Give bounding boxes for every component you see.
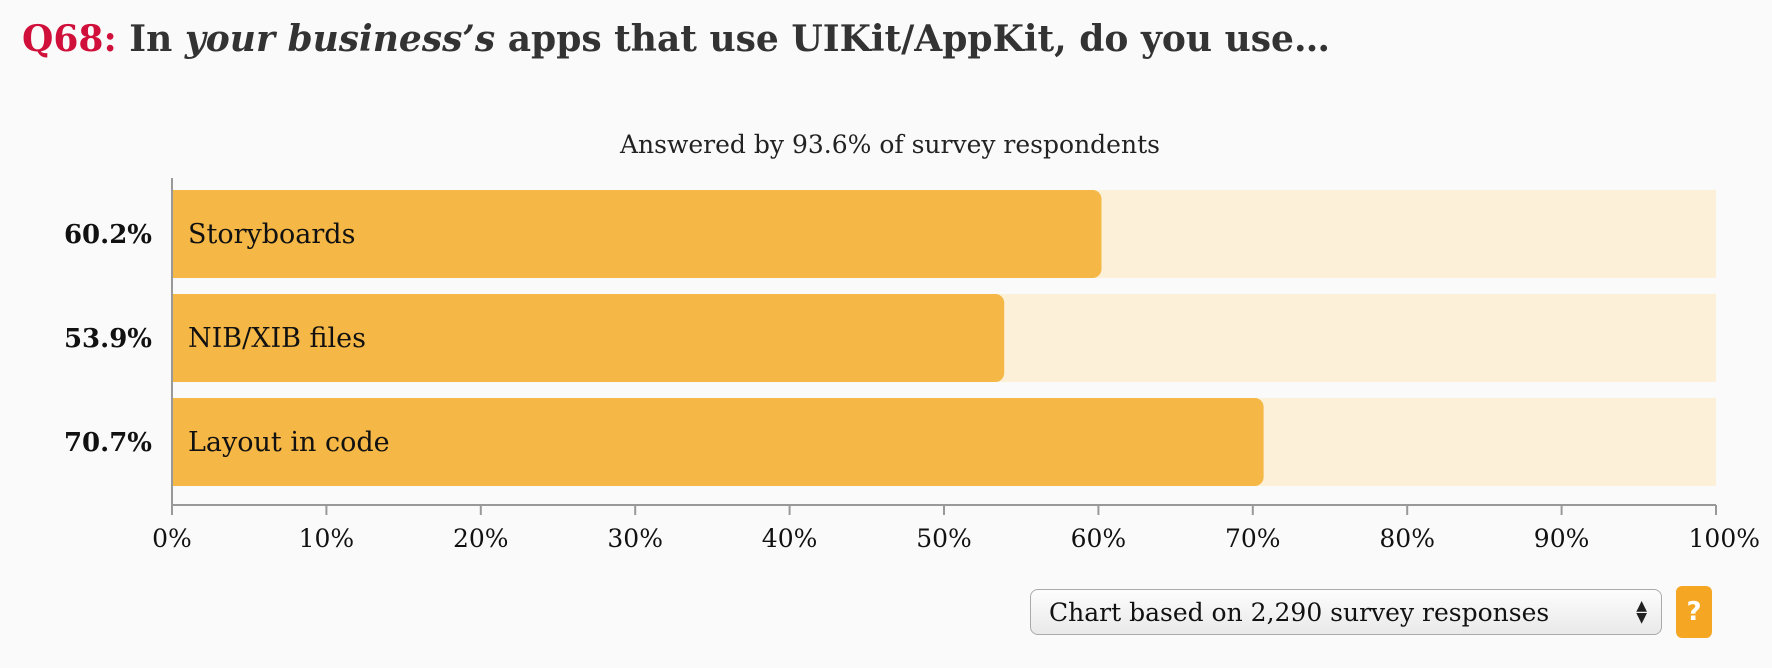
page-title: Q68: In your business’s apps that use UI…: [22, 18, 1330, 60]
select-arrows-icon: ▲ ▼: [1636, 598, 1647, 626]
x-tick-label: 70%: [1225, 524, 1281, 553]
x-tick-label: 50%: [916, 524, 972, 553]
bar-value-label: 53.9%: [64, 324, 152, 354]
bar-left-square: [172, 294, 192, 382]
bar: [172, 190, 1102, 278]
x-tick-label: 100%: [1689, 524, 1760, 553]
question-number: Q68:: [22, 18, 117, 60]
bar-left-square: [172, 398, 192, 486]
x-tick-label: 40%: [762, 524, 818, 553]
help-button[interactable]: ?: [1676, 586, 1712, 638]
x-tick-label: 20%: [453, 524, 509, 553]
bar: [172, 398, 1264, 486]
x-tick-label: 10%: [299, 524, 355, 553]
x-tick-label: 80%: [1379, 524, 1435, 553]
bar: [172, 294, 1005, 382]
responses-select[interactable]: Chart based on 2,290 survey responses ▲ ▼: [1030, 589, 1662, 635]
bar-value-label: 70.7%: [64, 428, 152, 458]
bar-value-label: 60.2%: [64, 220, 152, 250]
x-tick-label: 90%: [1534, 524, 1590, 553]
title-post: apps that use UIKit/AppKit, do you use…: [495, 18, 1330, 60]
x-tick-label: 30%: [607, 524, 663, 553]
bar-chart: Storyboards 60.2% NIB/XIB files 53.9% Layout…: [64, 178, 1760, 553]
bar-category-label: Storyboards: [188, 219, 355, 250]
bar-category-label: NIB/XIB files: [188, 323, 366, 354]
footer: Chart based on 2,290 survey responses ▲ ▼…: [1030, 586, 1712, 638]
title-emphasis: your business’s: [184, 18, 496, 60]
responses-select-value: Chart based on 2,290 survey responses: [1049, 597, 1550, 627]
x-tick-label: 60%: [1071, 524, 1127, 553]
title-pre: In: [116, 18, 185, 60]
bar-left-square: [172, 190, 192, 278]
bar-category-label: Layout in code: [188, 427, 390, 458]
chart-subtitle: Answered by 93.6% of survey respondents: [620, 130, 1160, 159]
x-tick-label: 0%: [152, 524, 192, 553]
